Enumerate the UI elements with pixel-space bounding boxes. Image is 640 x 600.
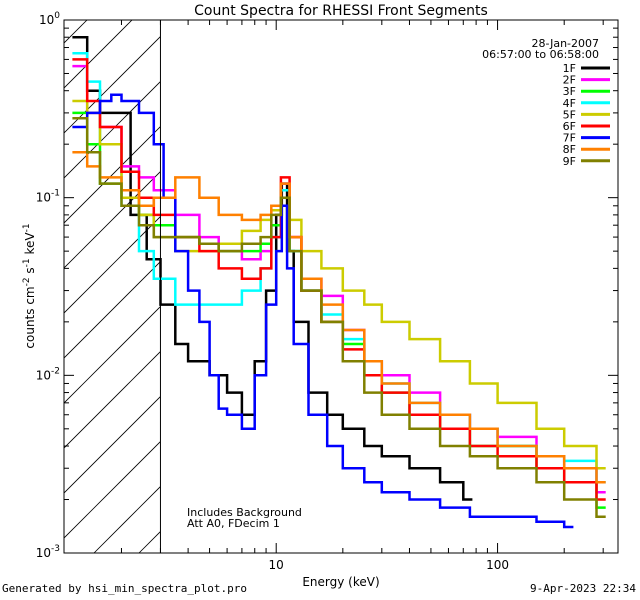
axis-ticks bbox=[64, 20, 618, 554]
y-tick-label: 100 bbox=[39, 11, 60, 27]
series-8F bbox=[72, 151, 606, 484]
series-3F bbox=[72, 111, 606, 509]
series-9F bbox=[72, 116, 606, 518]
y-axis-label: counts cm-2 s-1 keV-1 bbox=[22, 223, 37, 348]
footer-timestamp: 9-Apr-2023 22:34 bbox=[530, 582, 636, 595]
legend-date: 28-Jan-2007 bbox=[532, 37, 600, 50]
legend-label-3F: 3F bbox=[563, 85, 576, 98]
footer-generated-by: Generated by hsi_min_spectra_plot.pro bbox=[2, 582, 248, 595]
x-tick-label: 10 bbox=[269, 558, 284, 572]
legend-time-range: 06:57:00 to 06:58:00 bbox=[482, 48, 599, 61]
x-tick-label: 100 bbox=[486, 558, 509, 572]
legend-label-6F: 6F bbox=[563, 120, 576, 133]
x-axis-label: Energy (keV) bbox=[302, 575, 379, 589]
annotation-background: Includes Background bbox=[187, 506, 302, 519]
series-2F bbox=[72, 64, 606, 494]
series-6F bbox=[72, 58, 606, 501]
series-5F bbox=[72, 99, 606, 470]
chart-title: Count Spectra for RHESSI Front Segments bbox=[194, 3, 488, 19]
legend-label-8F: 8F bbox=[563, 143, 576, 156]
y-tick-label: 10-3 bbox=[36, 544, 60, 560]
plot-frame bbox=[63, 19, 619, 554]
legend-label-5F: 5F bbox=[563, 108, 576, 121]
legend-label-2F: 2F bbox=[563, 74, 576, 87]
legend-label-7F: 7F bbox=[563, 132, 576, 145]
legend-label-1F: 1F bbox=[563, 62, 576, 75]
series-1F bbox=[72, 35, 473, 501]
y-tick-label: 10-1 bbox=[36, 189, 60, 205]
hatched-region bbox=[64, 20, 161, 553]
y-tick-label: 10-2 bbox=[36, 366, 60, 382]
legend-label-9F: 9F bbox=[563, 155, 576, 168]
series-7F bbox=[72, 93, 574, 529]
annotation-attenuator: Att A0, FDecim 1 bbox=[187, 517, 280, 530]
legend-label-4F: 4F bbox=[563, 97, 576, 110]
